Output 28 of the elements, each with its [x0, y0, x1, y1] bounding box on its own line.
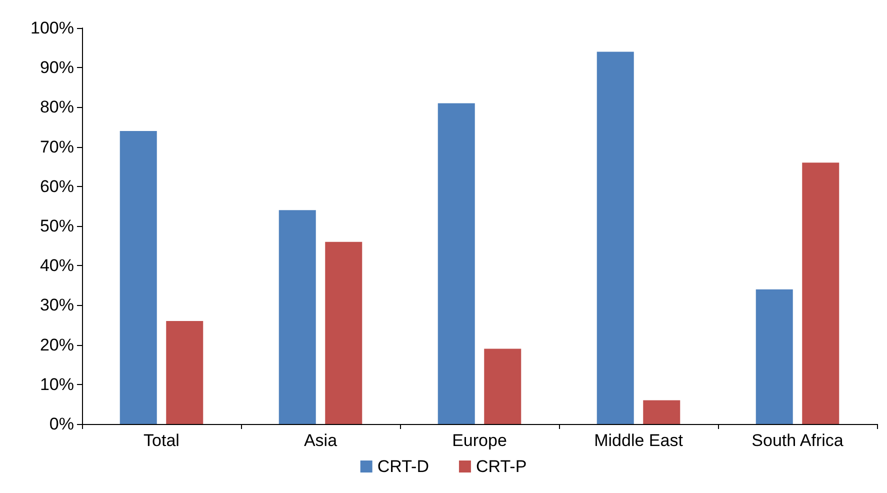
legend-label: CRT-P — [476, 457, 527, 476]
y-tick-label: 20% — [40, 335, 74, 354]
y-tick-label: 30% — [40, 296, 74, 315]
y-tick-label: 90% — [40, 58, 74, 78]
y-tick-label: 50% — [40, 216, 74, 236]
y-tick-label: 70% — [40, 137, 74, 156]
y-tick-label: 0% — [49, 414, 74, 434]
y-tick-label: 100% — [30, 18, 74, 38]
y-tick-label: 40% — [40, 256, 74, 276]
x-tick-label: South Africa — [752, 431, 844, 450]
x-tick-label: Europe — [452, 431, 507, 450]
bar — [166, 321, 204, 424]
bar — [802, 162, 840, 424]
bar — [438, 103, 475, 424]
x-tick-label: Middle East — [594, 431, 684, 450]
bar — [484, 348, 522, 424]
y-tick-label: 60% — [40, 176, 74, 196]
x-tick-label: Asia — [304, 431, 338, 450]
y-tick-label: 10% — [40, 374, 74, 394]
bar — [120, 130, 157, 424]
bar — [643, 400, 680, 424]
x-tick-label: Total — [144, 431, 180, 450]
y-tick-label: 80% — [40, 98, 74, 117]
bar — [596, 52, 634, 424]
legend-label: CRT-D — [377, 457, 429, 476]
bar — [325, 242, 362, 424]
bar — [278, 210, 316, 424]
bar — [756, 289, 793, 424]
